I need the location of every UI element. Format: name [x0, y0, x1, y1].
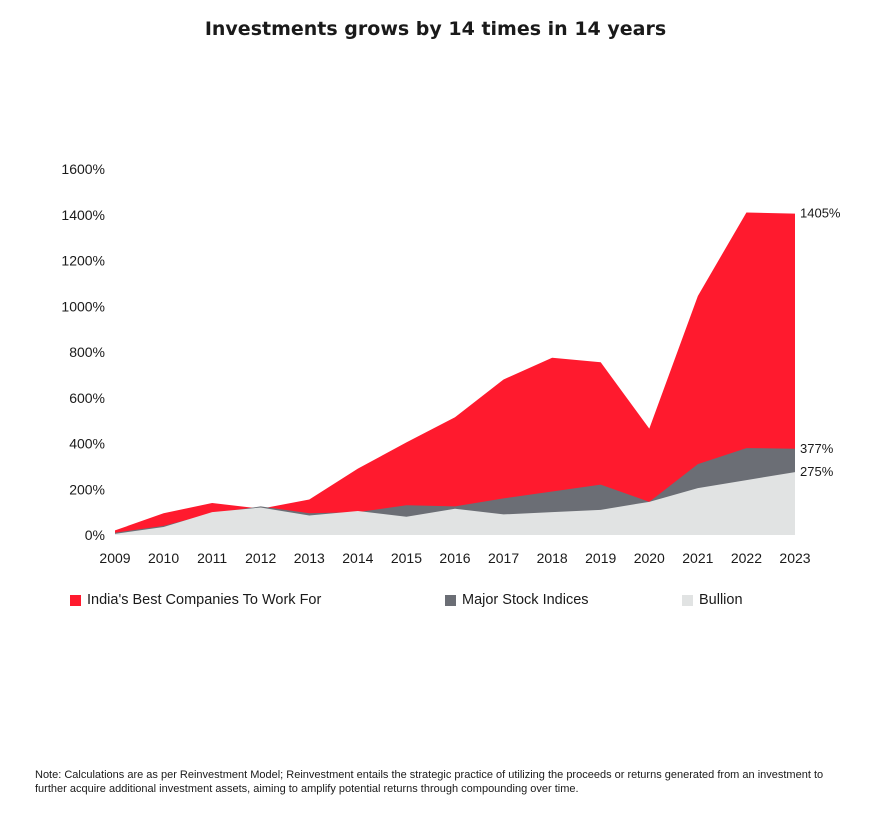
y-tick-label: 0%: [85, 527, 105, 543]
chart-title: Investments grows by 14 times in 14 year…: [204, 18, 667, 40]
y-tick-label: 200%: [69, 481, 105, 497]
legend-swatch: [682, 594, 693, 606]
x-tick-label: 2020: [634, 550, 665, 566]
y-tick-label: 1600%: [61, 161, 105, 177]
x-tick-label: 2010: [148, 550, 179, 566]
legend-item-india-best-companies: India's Best Companies To Work For: [70, 590, 321, 610]
x-tick-label: 2012: [245, 550, 276, 566]
end-value-label: 377%: [800, 441, 834, 456]
area-series-0: [115, 212, 795, 535]
legend-label: Major Stock Indices: [462, 592, 589, 608]
x-tick-label: 2015: [391, 550, 422, 566]
area-series-2: [115, 472, 795, 535]
x-tick-label: 2009: [99, 550, 130, 566]
y-tick-label: 1000%: [61, 298, 105, 314]
y-tick-label: 1200%: [61, 253, 105, 269]
legend-label: India's Best Companies To Work For: [87, 592, 322, 608]
x-tick-label: 2021: [682, 550, 713, 566]
legend-item-bullion: Bullion: [682, 590, 743, 610]
x-tick-label: 2023: [779, 550, 810, 566]
x-tick-label: 2014: [342, 550, 373, 566]
legend-swatch: [70, 594, 81, 606]
footnote: Note: Calculations are as per Reinvestme…: [35, 769, 824, 795]
legend-swatch: [445, 594, 456, 606]
y-tick-label: 600%: [69, 390, 105, 406]
x-tick-label: 2019: [585, 550, 616, 566]
end-value-label: 275%: [800, 464, 834, 479]
x-tick-label: 2016: [439, 550, 470, 566]
x-tick-label: 2022: [731, 550, 762, 566]
y-tick-label: 800%: [69, 344, 105, 360]
legend-label: Bullion: [699, 592, 743, 608]
legend-item-major-stock-indices: Major Stock Indices: [445, 590, 589, 610]
x-tick-label: 2018: [537, 550, 568, 566]
end-value-label: 1405%: [800, 206, 841, 221]
x-tick-label: 2017: [488, 550, 519, 566]
x-tick-label: 2011: [197, 550, 227, 566]
x-tick-label: 2013: [294, 550, 325, 566]
y-tick-label: 400%: [69, 436, 105, 452]
y-tick-label: 1400%: [61, 207, 105, 223]
